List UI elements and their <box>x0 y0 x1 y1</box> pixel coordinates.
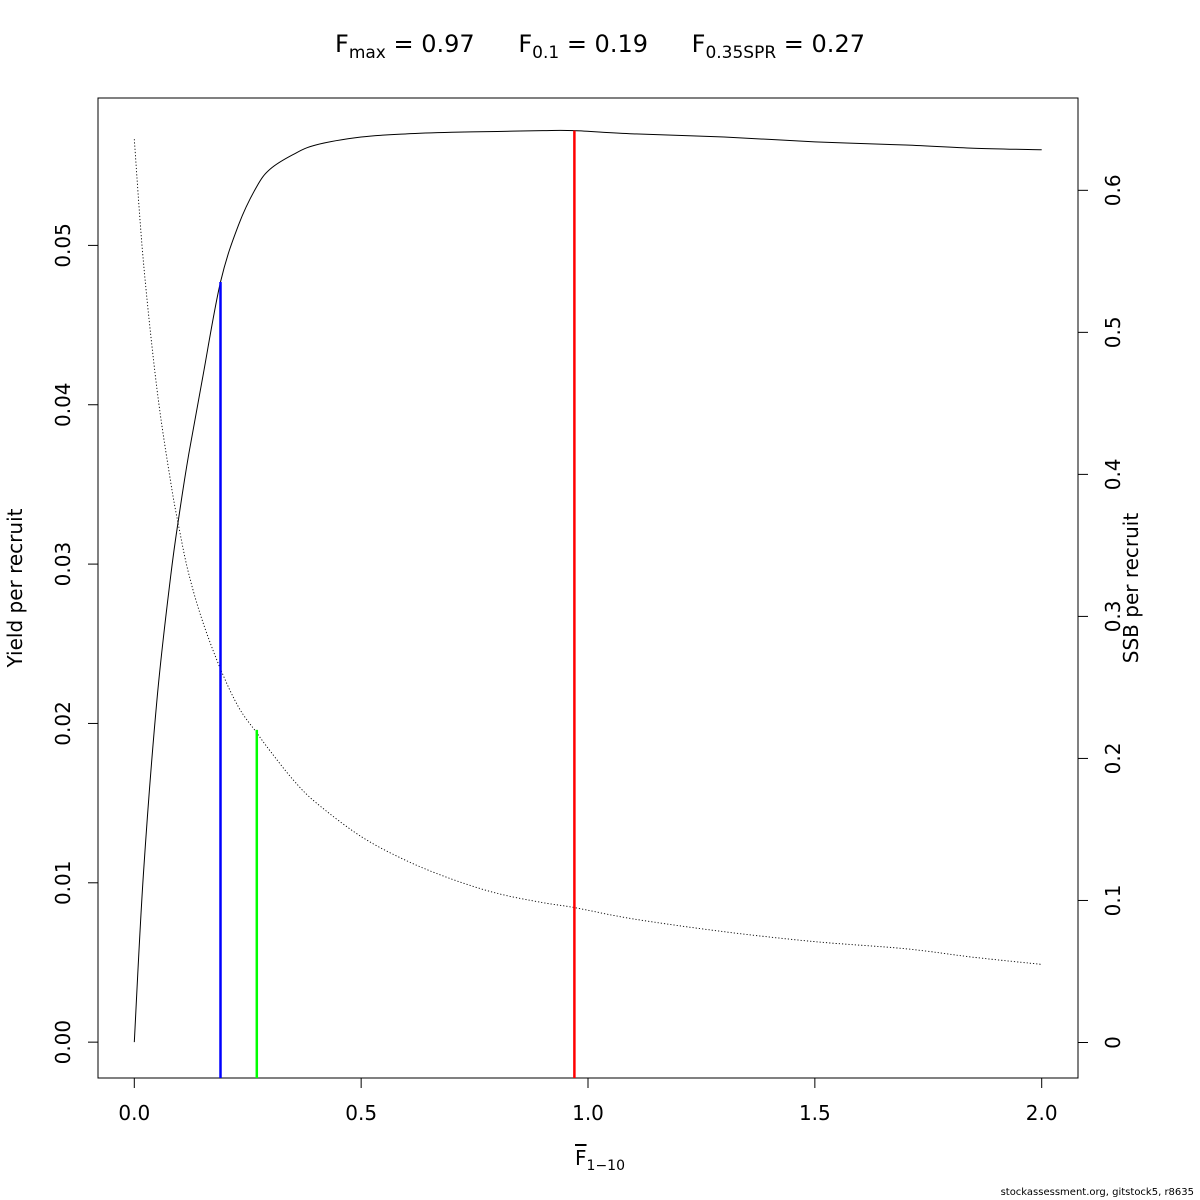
chart-title: Fmax = 0.97 F0.1 = 0.19 F0.35SPR = 0.27 <box>0 30 1200 63</box>
title-fmax: Fmax = 0.97 <box>335 30 475 63</box>
yield-per-recruit-line <box>133 129 1042 1043</box>
x-tick-label: 0.0 <box>118 1101 150 1125</box>
ssb-per-recruit-line <box>133 139 1042 965</box>
x-axis: 0.0 0.5 1.0 1.5 2.0 <box>118 1077 1058 1125</box>
y2-tick-label: 0.3 <box>1101 600 1125 632</box>
y2-tick-label: 0.5 <box>1101 316 1125 348</box>
x-tick-label: 1.0 <box>572 1101 604 1125</box>
y2-axis-label: SSB per recruit <box>1119 513 1143 664</box>
title-f035spr: F0.35SPR = 0.27 <box>691 30 865 63</box>
y2-tick-label: 0.6 <box>1101 174 1125 206</box>
y2-tick-label: 0.2 <box>1101 743 1125 775</box>
y-tick-label: 0.02 <box>51 701 75 746</box>
x-tick-label: 1.5 <box>799 1101 831 1125</box>
x-tick-label: 2.0 <box>1026 1101 1058 1125</box>
y-axis-label: Yield per recruit <box>3 508 27 668</box>
y-tick-label: 0.03 <box>51 542 75 587</box>
x-axis-label: F1−10 <box>575 1146 625 1174</box>
y-tick-label: 0.04 <box>51 382 75 427</box>
y-tick-label: 0.01 <box>51 861 75 906</box>
title-f01: F0.1 = 0.19 <box>518 30 648 63</box>
credit-text: stockassessment.org, gitstock5, r8635 <box>1000 1187 1194 1198</box>
plot-frame <box>97 97 1079 1079</box>
y-tick-label: 0.05 <box>51 223 75 268</box>
y2-tick-label: 0 <box>1101 1036 1125 1049</box>
y-tick-label: 0.00 <box>51 1020 75 1065</box>
y2-tick-label: 0.4 <box>1101 458 1125 490</box>
y2-tick-label: 0.1 <box>1101 885 1125 917</box>
series-layer <box>133 129 1042 1043</box>
x-tick-label: 0.5 <box>345 1101 377 1125</box>
y-axis-right: 0 0.1 0.2 0.3 0.4 0.5 0.6 <box>1077 174 1125 1049</box>
y-axis-left: 0.00 0.01 0.02 0.03 0.04 0.05 <box>51 223 99 1065</box>
reference-lines <box>219 130 576 1078</box>
